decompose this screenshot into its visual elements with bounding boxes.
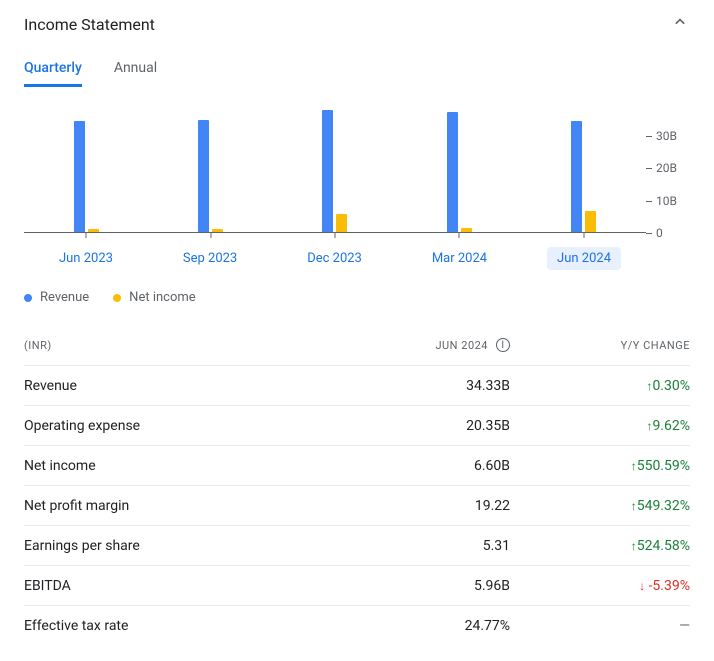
arrow-down-icon: ↓: [639, 579, 645, 593]
header-label: (INR): [24, 339, 350, 352]
bar-group[interactable]: [198, 103, 223, 232]
net-income-bar: [585, 211, 596, 232]
row-value: 20.35B: [350, 418, 510, 434]
bar-group[interactable]: [447, 103, 472, 232]
y-axis-label: 20B: [656, 161, 677, 175]
info-icon[interactable]: i: [496, 338, 510, 352]
row-change: ↓ -5.39%: [510, 578, 690, 594]
row-value: 34.33B: [350, 378, 510, 394]
bar-chart: Jun 2023 Sep 2023 Dec 2023 Mar 2024 Jun 2024: [24, 103, 646, 270]
y-axis: 010B20B30B: [646, 103, 690, 233]
header-change: Y/Y CHANGE: [510, 339, 690, 352]
collapse-chevron-icon[interactable]: [670, 12, 690, 36]
legend-swatch: [24, 294, 32, 302]
row-change: ↑9.62%: [510, 418, 690, 434]
row-label: Operating expense: [24, 418, 350, 434]
net-income-bar: [461, 228, 472, 232]
tab-quarterly[interactable]: Quarterly: [24, 52, 82, 87]
row-label: Effective tax rate: [24, 618, 350, 634]
row-change: ↑550.59%: [510, 458, 690, 474]
bar-group[interactable]: [571, 103, 596, 232]
row-change: ↑0.30%: [510, 378, 690, 394]
y-axis-label: 10B: [656, 194, 677, 208]
row-change: —: [510, 618, 690, 634]
x-axis-label[interactable]: Mar 2024: [422, 247, 497, 270]
panel-header: Income Statement: [24, 0, 690, 48]
chart-wrap: Jun 2023 Sep 2023 Dec 2023 Mar 2024 Jun 2024…: [24, 103, 690, 270]
bar-group[interactable]: [322, 103, 347, 232]
panel-title: Income Statement: [24, 15, 155, 34]
net-income-bar: [336, 214, 347, 232]
net-income-bar: [212, 229, 223, 232]
row-label: Revenue: [24, 378, 350, 394]
table-header-row: (INR) JUN 2024 i Y/Y CHANGE: [24, 325, 690, 365]
x-axis-label[interactable]: Dec 2023: [297, 247, 372, 270]
tab-annual[interactable]: Annual: [114, 52, 157, 87]
row-value: 19.22: [350, 498, 510, 514]
revenue-bar: [322, 110, 333, 232]
y-axis-label: 30B: [656, 129, 677, 143]
arrow-up-icon: ↑: [631, 459, 637, 473]
table-row: Net income6.60B↑550.59%: [24, 445, 690, 485]
arrow-up-icon: ↑: [631, 539, 637, 553]
header-value: JUN 2024 i: [350, 338, 510, 352]
table-row: Effective tax rate24.77%—: [24, 605, 690, 645]
income-statement-panel: Income Statement Quarterly Annual Jun 202…: [0, 0, 714, 661]
period-tabs: Quarterly Annual: [24, 52, 690, 87]
row-label: Earnings per share: [24, 538, 350, 554]
row-value: 5.31: [350, 538, 510, 554]
net-income-bar: [88, 229, 99, 232]
table-row: EBITDA5.96B↓ -5.39%: [24, 565, 690, 605]
legend-swatch: [113, 294, 121, 302]
bar-group[interactable]: [74, 103, 99, 232]
row-change: ↑549.32%: [510, 498, 690, 514]
arrow-up-icon: ↑: [631, 499, 637, 513]
legend-label: Revenue: [40, 290, 89, 305]
chart-legend: Revenue Net income: [24, 290, 690, 305]
revenue-bar: [447, 112, 458, 232]
row-label: Net income: [24, 458, 350, 474]
row-value: 24.77%: [350, 618, 510, 634]
legend-item: Revenue: [24, 290, 89, 305]
y-axis-label: 0: [656, 226, 663, 240]
x-axis-label[interactable]: Jun 2023: [49, 247, 123, 270]
row-label: EBITDA: [24, 578, 350, 594]
revenue-bar: [198, 120, 209, 232]
table-row: Earnings per share5.31↑524.58%: [24, 525, 690, 565]
table-row: Operating expense20.35B↑9.62%: [24, 405, 690, 445]
row-label: Net profit margin: [24, 498, 350, 514]
x-axis-label[interactable]: Jun 2024: [547, 247, 621, 270]
arrow-up-icon: ↑: [646, 379, 652, 393]
row-value: 6.60B: [350, 458, 510, 474]
row-change: ↑524.58%: [510, 538, 690, 554]
x-axis-label[interactable]: Sep 2023: [173, 247, 247, 270]
revenue-bar: [571, 121, 582, 232]
table-row: Revenue34.33B↑0.30%: [24, 365, 690, 405]
row-value: 5.96B: [350, 578, 510, 594]
revenue-bar: [74, 121, 85, 232]
legend-item: Net income: [113, 290, 196, 305]
table-row: Net profit margin19.22↑549.32%: [24, 485, 690, 525]
arrow-up-icon: ↑: [646, 419, 652, 433]
legend-label: Net income: [129, 290, 196, 305]
table-body: Revenue34.33B↑0.30%Operating expense20.3…: [24, 365, 690, 645]
